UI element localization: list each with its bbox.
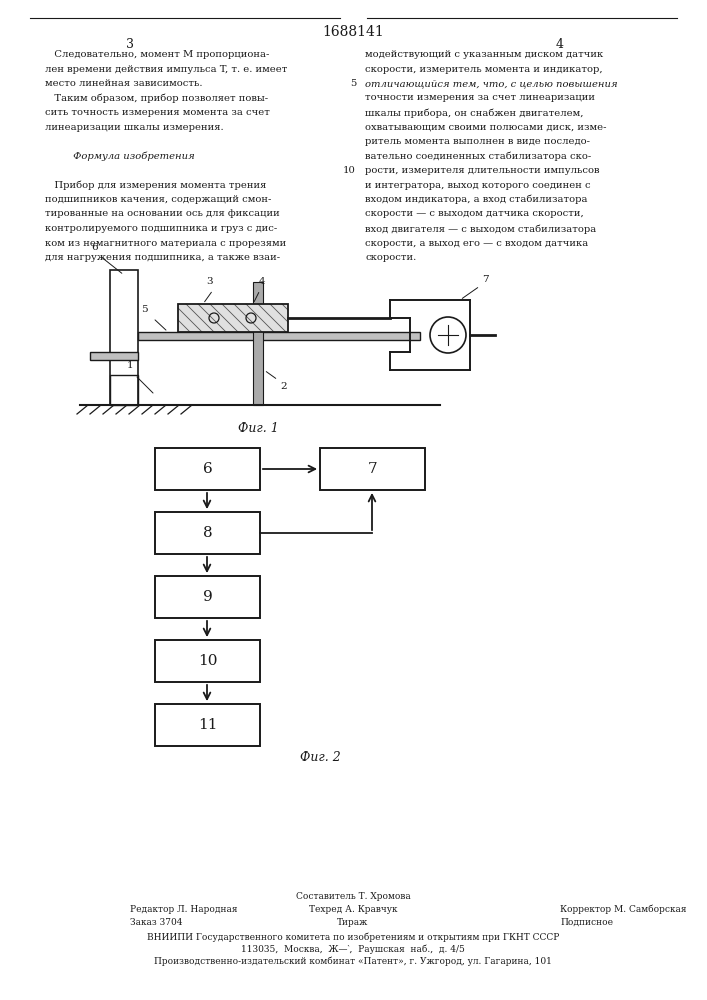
Bar xyxy=(155,576,260,618)
Text: входом индикатора, а вход стабилизатора: входом индикатора, а вход стабилизатора xyxy=(365,195,588,205)
Text: Следовательно, момент M пропорциона-: Следовательно, момент M пропорциона- xyxy=(45,50,269,59)
Bar xyxy=(155,448,260,490)
Text: вательно соединенных стабилизатора ско-: вательно соединенных стабилизатора ско- xyxy=(365,151,591,161)
Text: скорости, а выход его — с входом датчика: скорости, а выход его — с входом датчика xyxy=(365,238,588,247)
Text: охватывающим своими полюсами диск, изме-: охватывающим своими полюсами диск, изме- xyxy=(365,122,607,131)
Bar xyxy=(155,512,260,554)
Text: рости, измерителя длительности импульсов: рости, измерителя длительности импульсов xyxy=(365,166,600,175)
Text: шкалы прибора, он снабжен двигателем,: шкалы прибора, он снабжен двигателем, xyxy=(365,108,583,117)
Text: 6: 6 xyxy=(91,243,98,252)
Bar xyxy=(178,304,288,332)
Text: Составитель Т. Хромова: Составитель Т. Хромова xyxy=(296,892,410,901)
Text: отличающийся тем, что, с целью повышения: отличающийся тем, что, с целью повышения xyxy=(365,79,618,88)
Text: скорости.: скорости. xyxy=(365,253,416,262)
Text: 7: 7 xyxy=(368,462,378,476)
Bar xyxy=(110,375,138,405)
Text: 7: 7 xyxy=(482,275,489,284)
Text: сить точность измерения момента за счет: сить точность измерения момента за счет xyxy=(45,108,270,117)
Text: Подписное: Подписное xyxy=(560,918,613,927)
Text: Формула изобретения: Формула изобретения xyxy=(45,151,194,161)
Bar xyxy=(155,640,260,682)
Text: место линейная зависимость.: место линейная зависимость. xyxy=(45,79,202,88)
Text: Таким образом, прибор позволяет повы-: Таким образом, прибор позволяет повы- xyxy=(45,94,268,103)
Text: линеаризации шкалы измерения.: линеаризации шкалы измерения. xyxy=(45,122,223,131)
Bar xyxy=(110,270,138,405)
Text: 8: 8 xyxy=(203,526,212,540)
Text: 4: 4 xyxy=(556,38,564,51)
Text: 1688141: 1688141 xyxy=(322,25,384,39)
Text: 2: 2 xyxy=(280,382,286,391)
Text: ритель момента выполнен в виде последо-: ритель момента выполнен в виде последо- xyxy=(365,137,590,146)
Bar xyxy=(320,448,425,490)
Text: для нагружения подшипника, а также взаи-: для нагружения подшипника, а также взаи- xyxy=(45,253,280,262)
Text: Фиг. 2: Фиг. 2 xyxy=(300,751,341,764)
Text: Фиг. 1: Фиг. 1 xyxy=(238,422,279,435)
Text: 4: 4 xyxy=(259,277,265,286)
Text: Производственно-издательский комбинат «Патент», г. Ужгород, ул. Гагарина, 101: Производственно-издательский комбинат «П… xyxy=(154,956,552,966)
Text: ком из немагнитного материала с прорезями: ком из немагнитного материала с прорезям… xyxy=(45,238,286,247)
Text: ВНИИПИ Государственного комитета по изобретениям и открытиям при ГКНТ СССР: ВНИИПИ Государственного комитета по изоб… xyxy=(147,932,559,942)
Bar xyxy=(253,282,263,405)
Text: вход двигателя — с выходом стабилизатора: вход двигателя — с выходом стабилизатора xyxy=(365,224,596,233)
Text: 113035,  Москва,  Ж—‵,  Раушская  наб.,  д. 4/5: 113035, Москва, Ж—‵, Раушская наб., д. 4… xyxy=(241,944,465,954)
Text: Заказ 3704: Заказ 3704 xyxy=(130,918,182,927)
Text: контролируемого подшипника и груз с дис-: контролируемого подшипника и груз с дис- xyxy=(45,224,277,233)
Text: Редактор Л. Народная: Редактор Л. Народная xyxy=(130,905,238,914)
Text: подшипников качения, содержащий смон-: подшипников качения, содержащий смон- xyxy=(45,195,271,204)
Text: Прибор для измерения момента трения: Прибор для измерения момента трения xyxy=(45,180,267,190)
Text: 6: 6 xyxy=(203,462,212,476)
Text: 3: 3 xyxy=(206,277,214,286)
Text: 10: 10 xyxy=(198,654,217,668)
Text: 3: 3 xyxy=(126,38,134,51)
Text: 9: 9 xyxy=(203,590,212,604)
Text: скорости — с выходом датчика скорости,: скорости — с выходом датчика скорости, xyxy=(365,210,584,219)
Text: тированные на основании ось для фиксации: тированные на основании ось для фиксации xyxy=(45,210,280,219)
Text: Корректор М. Самборская: Корректор М. Самборская xyxy=(560,905,686,914)
Text: Техред А. Кравчук: Техред А. Кравчук xyxy=(309,905,397,914)
Text: модействующий с указанным диском датчик: модействующий с указанным диском датчик xyxy=(365,50,603,59)
Text: и интегратора, выход которого соединен с: и интегратора, выход которого соединен с xyxy=(365,180,590,190)
Bar xyxy=(138,332,420,340)
Text: 10: 10 xyxy=(343,166,356,175)
Text: скорости, измеритель момента и индикатор,: скорости, измеритель момента и индикатор… xyxy=(365,64,602,74)
Bar xyxy=(155,704,260,746)
Text: 11: 11 xyxy=(198,718,217,732)
Text: 1: 1 xyxy=(127,361,134,370)
Text: точности измерения за счет линеаризации: точности измерения за счет линеаризации xyxy=(365,94,595,103)
Text: 5: 5 xyxy=(141,305,148,314)
Bar xyxy=(90,352,138,360)
Text: 5: 5 xyxy=(351,79,357,88)
Text: Тираж: Тираж xyxy=(337,918,368,927)
Text: лен времени действия импульса T, т. е. имеет: лен времени действия импульса T, т. е. и… xyxy=(45,64,287,74)
